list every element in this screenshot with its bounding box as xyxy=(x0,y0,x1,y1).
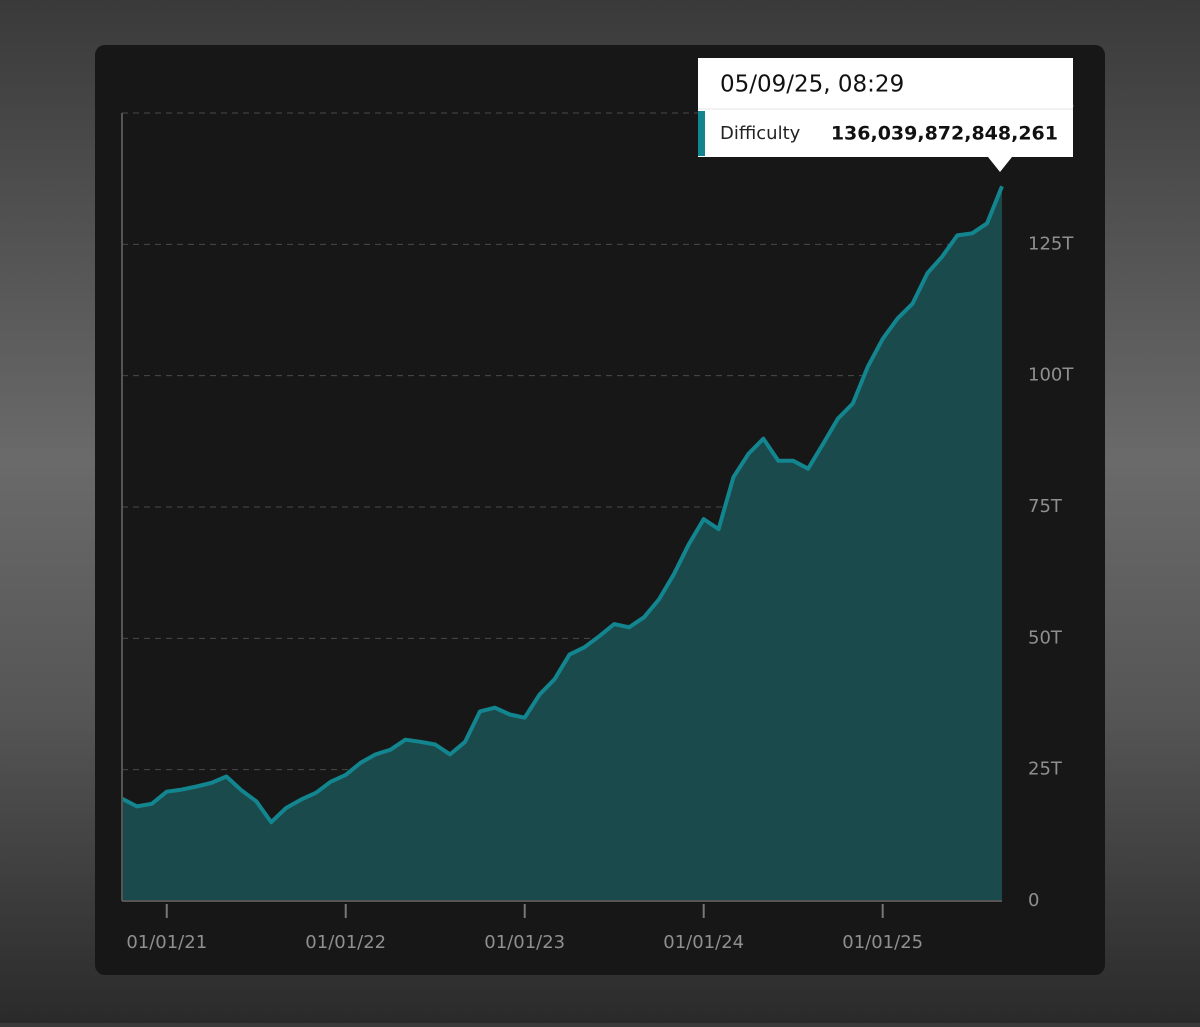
x-tick-label: 01/01/22 xyxy=(305,932,386,953)
x-tick-label: 01/01/21 xyxy=(126,932,207,953)
tooltip-value: 136,039,872,848,261 xyxy=(831,123,1058,145)
line xyxy=(121,185,1004,825)
y-tick-label: 75T xyxy=(1028,496,1063,517)
tooltip-title: 05/09/25, 08:29 xyxy=(720,72,904,98)
tooltip-label: Difficulty xyxy=(720,123,801,144)
y-tick-label: 0 xyxy=(1028,890,1039,911)
x-tick-label: 01/01/24 xyxy=(663,932,744,953)
y-tick-label: 125T xyxy=(1028,233,1074,254)
tooltip: 05/09/25, 08:29 Difficulty 136,039,872,8… xyxy=(698,58,1073,172)
y-tick-label: 100T xyxy=(1028,365,1074,386)
plot: 025T50T75T100T125T150T01/01/2101/01/2201… xyxy=(121,102,1074,953)
tooltip-pointer xyxy=(988,157,1012,172)
y-tick-label: 50T xyxy=(1028,627,1063,648)
x-tick-label: 01/01/25 xyxy=(842,932,923,953)
tooltip-box xyxy=(698,58,1073,157)
y-tick-label: 25T xyxy=(1028,759,1063,780)
x-tick-label: 01/01/23 xyxy=(484,932,565,953)
area xyxy=(122,186,1002,902)
tooltip-swatch xyxy=(698,111,705,156)
